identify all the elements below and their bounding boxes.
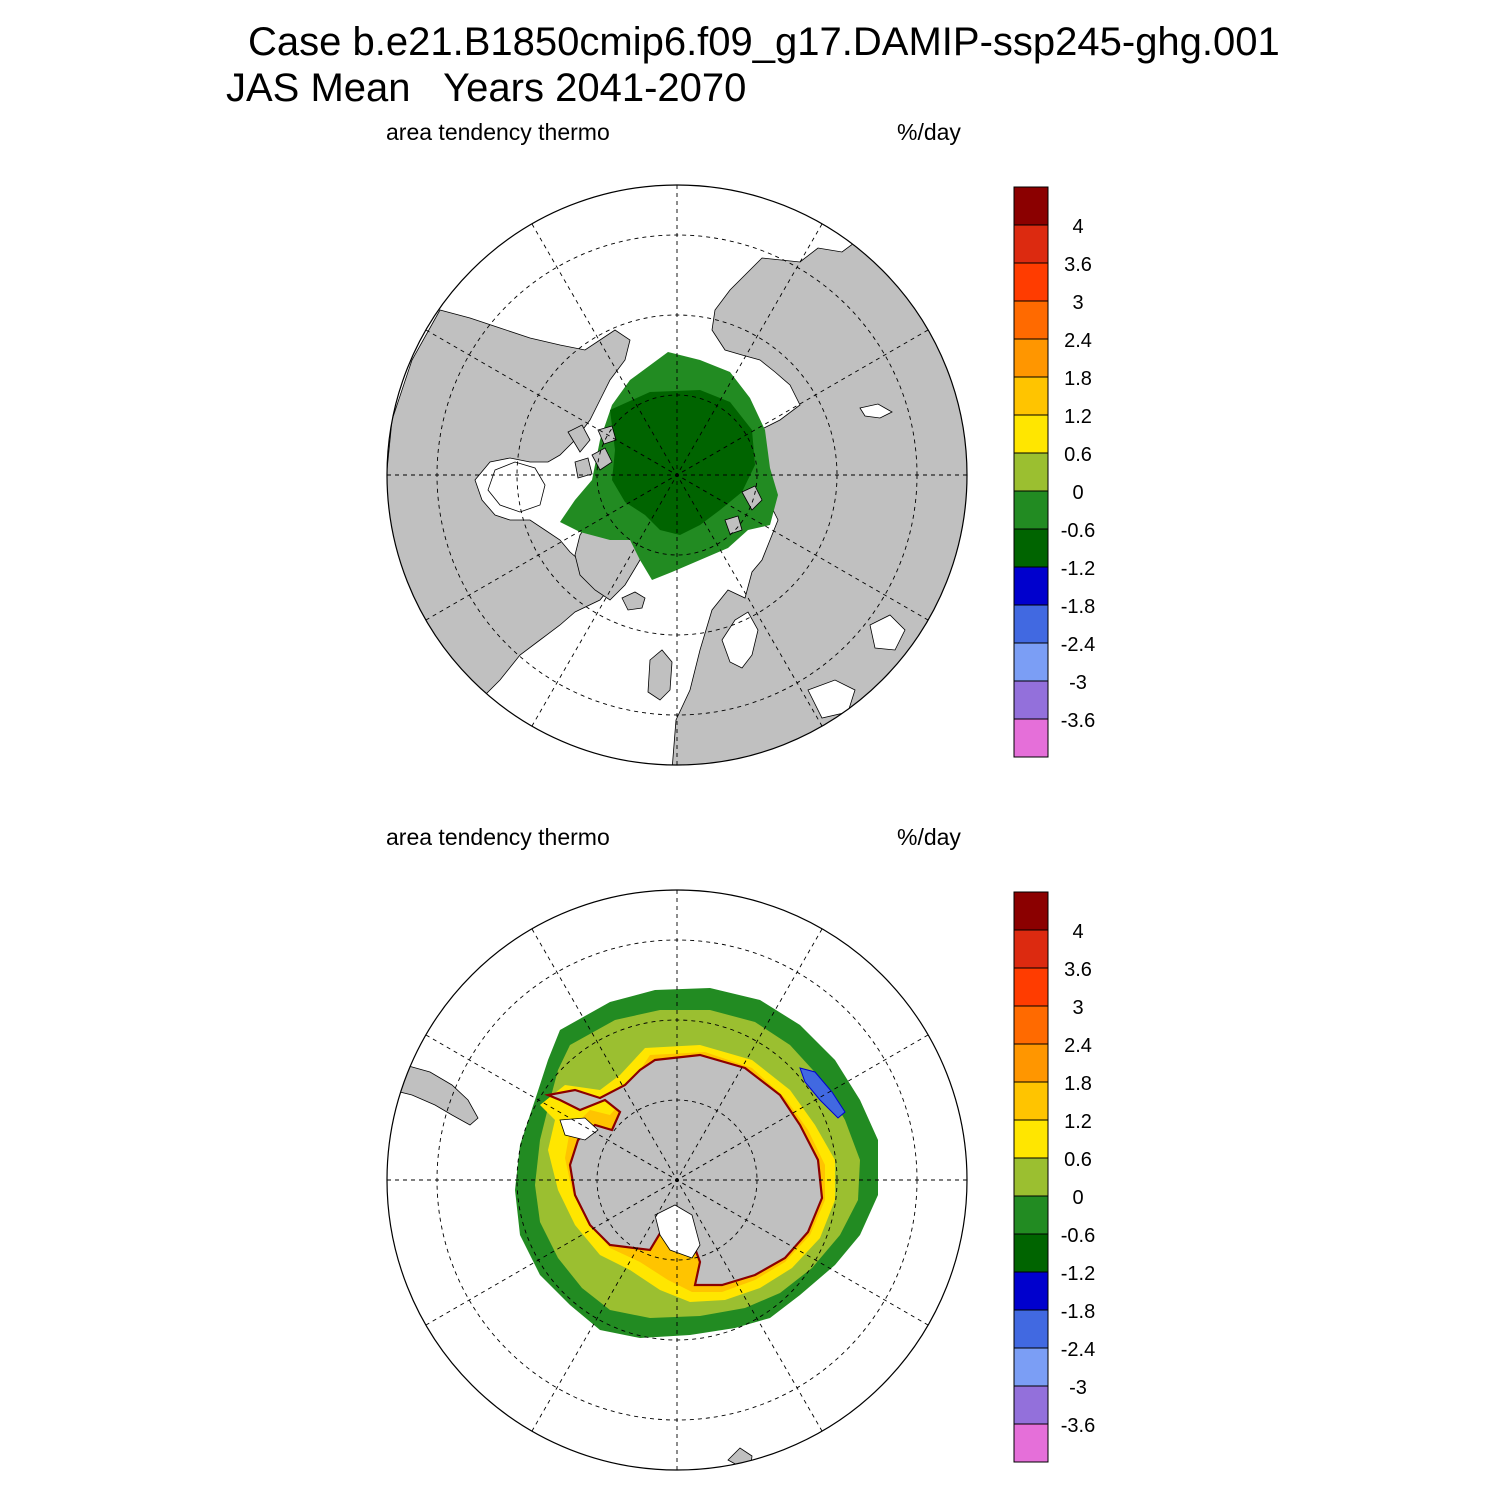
colorbar-south-tick-label: 0.6	[1064, 1149, 1092, 1171]
colorbar-south-swatch	[1013, 1309, 1049, 1349]
north-bering-strait	[600, 232, 735, 335]
colorbar-south-tick-label: -0.6	[1061, 1225, 1095, 1247]
colorbar-south-swatch	[1013, 1195, 1049, 1235]
colorbar-north-swatch	[1013, 528, 1049, 568]
panel2-variable-label: area tendency thermo	[386, 824, 610, 850]
colorbar-south-tick-label: -1.8	[1061, 1301, 1095, 1323]
colorbar-north-tick-label: -2.4	[1061, 634, 1095, 656]
colorbar-north-tick-label: -1.8	[1061, 596, 1095, 618]
colorbar-north-tick-label: 3.6	[1064, 254, 1092, 276]
colorbar-north-swatch	[1013, 452, 1049, 492]
colorbar-south-tick-label: 3	[1072, 997, 1083, 1019]
colorbar-south-swatch	[1013, 1271, 1049, 1311]
north-baltic-sea	[721, 611, 759, 669]
colorbar-north-swatch	[1013, 604, 1049, 644]
colorbar-north-tick-label: -3.6	[1061, 710, 1095, 732]
colorbar-north-swatch	[1013, 262, 1049, 302]
colorbar-north-tick-label: -1.2	[1061, 558, 1095, 580]
colorbar-south-swatch	[1013, 1347, 1049, 1387]
colorbar-south-tick-label: 4	[1072, 921, 1083, 943]
north-baikal-lake	[859, 403, 893, 419]
colorbar-south-swatch	[1013, 1043, 1049, 1083]
north-hudson-bay	[487, 461, 546, 513]
panel1-units-label: %/day	[897, 119, 961, 145]
colorbar-north-swatch	[1013, 338, 1049, 378]
panel1-variable-label: area tendency thermo	[386, 119, 610, 145]
colorbar-south: 4 3.6 3 2.4 1.8 1.2 0.6 0 -0.6 -1.2 -1.8 -2.4 -3 -3.6	[1013, 891, 1095, 1463]
colorbar-north-tick-label: 1.2	[1064, 406, 1092, 428]
colorbar-south-swatch	[1013, 1157, 1049, 1197]
colorbar-south-tick-label: 0	[1072, 1187, 1083, 1209]
colorbar-south-tick-label: -1.2	[1061, 1263, 1095, 1285]
colorbar-north-swatch	[1013, 376, 1049, 416]
colorbar-north-tick-label: 4	[1072, 216, 1083, 238]
south-map-border	[386, 889, 968, 1471]
colorbar-north-tick-label: -0.6	[1061, 520, 1095, 542]
colorbar-north-tick-label: 2.4	[1064, 330, 1092, 352]
colorbar-south-tick-label: -3	[1069, 1377, 1087, 1399]
colorbar-south-swatch	[1013, 1423, 1049, 1463]
north-polar-map	[386, 184, 968, 766]
colorbar-north: 4 3.6 3 2.4 1.8 1.2 0.6 0 -0.6 -1.2 -1.8 -2.4 -3 -3.6	[1013, 186, 1095, 758]
colorbar-south-swatch	[1013, 891, 1049, 931]
north-map-border	[386, 184, 968, 766]
colorbar-south-tick-label: 2.4	[1064, 1035, 1092, 1057]
colorbar-north-swatch	[1013, 224, 1049, 264]
colorbar-north-tick-label: -3	[1069, 672, 1087, 694]
figure-title-line1: Case b.e21.B1850cmip6.f09_g17.DAMIP-ssp2…	[248, 20, 1280, 64]
colorbar-south-swatch	[1013, 967, 1049, 1007]
colorbar-north-swatch	[1013, 186, 1049, 226]
south-graticule	[387, 890, 967, 1470]
colorbar-south-swatch	[1013, 1119, 1049, 1159]
figure-title-line2: JAS Mean Years 2041-2070	[226, 66, 747, 110]
colorbar-south-swatch	[1013, 1233, 1049, 1273]
colorbar-north-swatch	[1013, 566, 1049, 606]
colorbar-south-tick-label: 3.6	[1064, 959, 1092, 981]
north-graticule	[387, 185, 967, 765]
south-weddell-shelf	[559, 1117, 599, 1141]
north-svalbard	[724, 485, 763, 535]
colorbar-south-tick-label: -2.4	[1061, 1339, 1095, 1361]
colorbar-north-swatch	[1013, 642, 1049, 682]
south-land-antarctica	[544, 1053, 824, 1287]
south-polar-map	[386, 889, 968, 1471]
colorbar-south-tick-label: 1.8	[1064, 1073, 1092, 1095]
colorbar-south-tick-label: 1.2	[1064, 1111, 1092, 1133]
colorbar-south-swatch	[1013, 1385, 1049, 1425]
north-archipelago-islands	[567, 424, 617, 479]
south-land-south-america	[387, 1059, 479, 1126]
south-negative-patch	[799, 1067, 846, 1119]
north-land-british-isles	[647, 649, 673, 701]
colorbar-north-swatch	[1013, 414, 1049, 454]
colorbar-south-swatch	[1013, 1081, 1049, 1121]
north-land-iceland	[621, 591, 646, 611]
colorbar-north-swatch	[1013, 680, 1049, 720]
colorbar-north-tick-label: 3	[1072, 292, 1083, 314]
north-black-caspian	[807, 679, 856, 719]
colorbar-north-swatch	[1013, 300, 1049, 340]
colorbar-north-swatch	[1013, 490, 1049, 530]
colorbar-north-tick-label: 0.6	[1064, 444, 1092, 466]
colorbar-south-swatch	[1013, 929, 1049, 969]
colorbar-south-tick-label: -3.6	[1061, 1415, 1095, 1437]
north-caspian-sea	[869, 614, 906, 651]
colorbar-south-swatch	[1013, 1005, 1049, 1045]
colorbar-north-swatch	[1013, 718, 1049, 758]
colorbar-north-tick-label: 0	[1072, 482, 1083, 504]
south-ross-ice-shelf	[654, 1204, 701, 1259]
colorbar-north-tick-label: 1.8	[1064, 368, 1092, 390]
panel2-units-label: %/day	[897, 824, 961, 850]
